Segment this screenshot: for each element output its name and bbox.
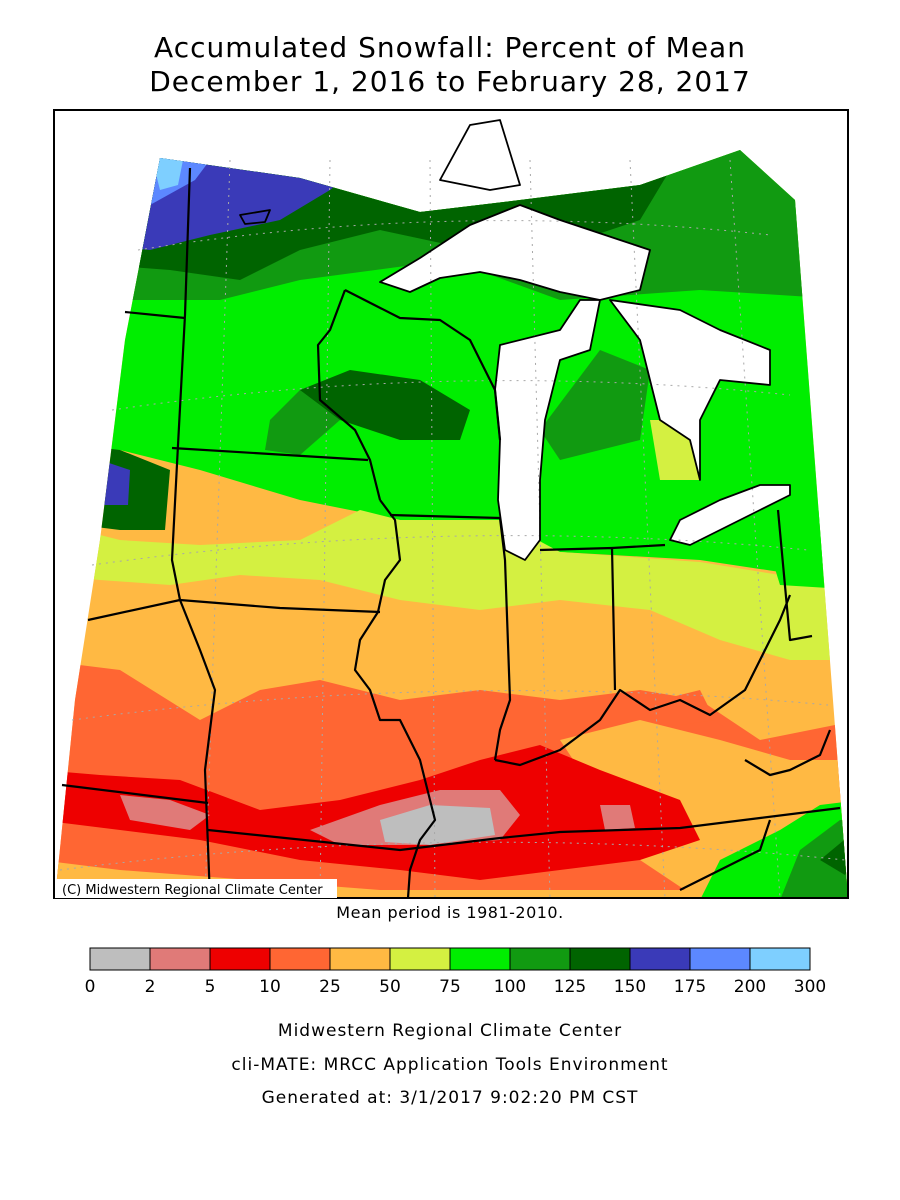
legend-swatch (569, 947, 631, 971)
legend-tick-label: 200 (734, 977, 766, 997)
legend-tick-label: 125 (554, 977, 586, 997)
map-frame (53, 109, 849, 899)
legend-tick-label: 150 (614, 977, 646, 997)
footer-generated: Generated at: 3/1/2017 9:02:20 PM CST (261, 1088, 639, 1108)
map-title-line2: December 1, 2016 to February 28, 2017 (149, 65, 751, 98)
legend-swatch (629, 947, 691, 971)
legend-tick-label: 100 (494, 977, 526, 997)
footer-app: cli-MATE: MRCC Application Tools Environ… (231, 1055, 669, 1075)
legend-swatch (749, 947, 811, 971)
legend-tick-label: 300 (794, 977, 826, 997)
copyright-text: (C) Midwestern Regional Climate Center (62, 883, 323, 898)
legend-swatch (509, 947, 571, 971)
legend-swatch (329, 947, 391, 971)
legend-swatch (389, 947, 451, 971)
legend-swatch (449, 947, 511, 971)
mean-period-note: Mean period is 1981-2010. (336, 903, 564, 922)
map-title-line1: Accumulated Snowfall: Percent of Mean (154, 31, 746, 64)
legend-tick-label: 50 (379, 977, 401, 997)
legend-swatch (689, 947, 751, 971)
legend-tick-label: 0 (85, 977, 96, 997)
legend-tick-label: 2 (145, 977, 156, 997)
legend-tick-label: 5 (205, 977, 216, 997)
state-boundaries (61, 167, 841, 899)
footer-org: Midwestern Regional Climate Center (277, 1021, 623, 1041)
lake-shorelines (239, 119, 791, 561)
legend-tick-label: 75 (439, 977, 461, 997)
legend-swatch (89, 947, 151, 971)
legend-tick-label: 10 (259, 977, 281, 997)
legend-swatch (209, 947, 271, 971)
legend-swatch (149, 947, 211, 971)
legend-swatch (269, 947, 331, 971)
legend-tick-label: 25 (319, 977, 341, 997)
legend-colorbar: 0 2 5 10 25 50 75 100 125 150 175 200 300 (85, 947, 826, 997)
copyright-box (55, 879, 337, 898)
legend-tick-label: 175 (674, 977, 706, 997)
